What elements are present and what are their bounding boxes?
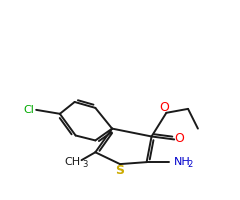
Text: 2: 2: [187, 160, 192, 169]
Text: NH: NH: [174, 157, 191, 167]
Text: S: S: [115, 164, 125, 177]
Text: O: O: [159, 101, 169, 114]
Text: CH: CH: [64, 157, 81, 167]
Text: 3: 3: [83, 160, 88, 169]
Text: Cl: Cl: [23, 105, 34, 115]
Text: O: O: [174, 132, 184, 145]
